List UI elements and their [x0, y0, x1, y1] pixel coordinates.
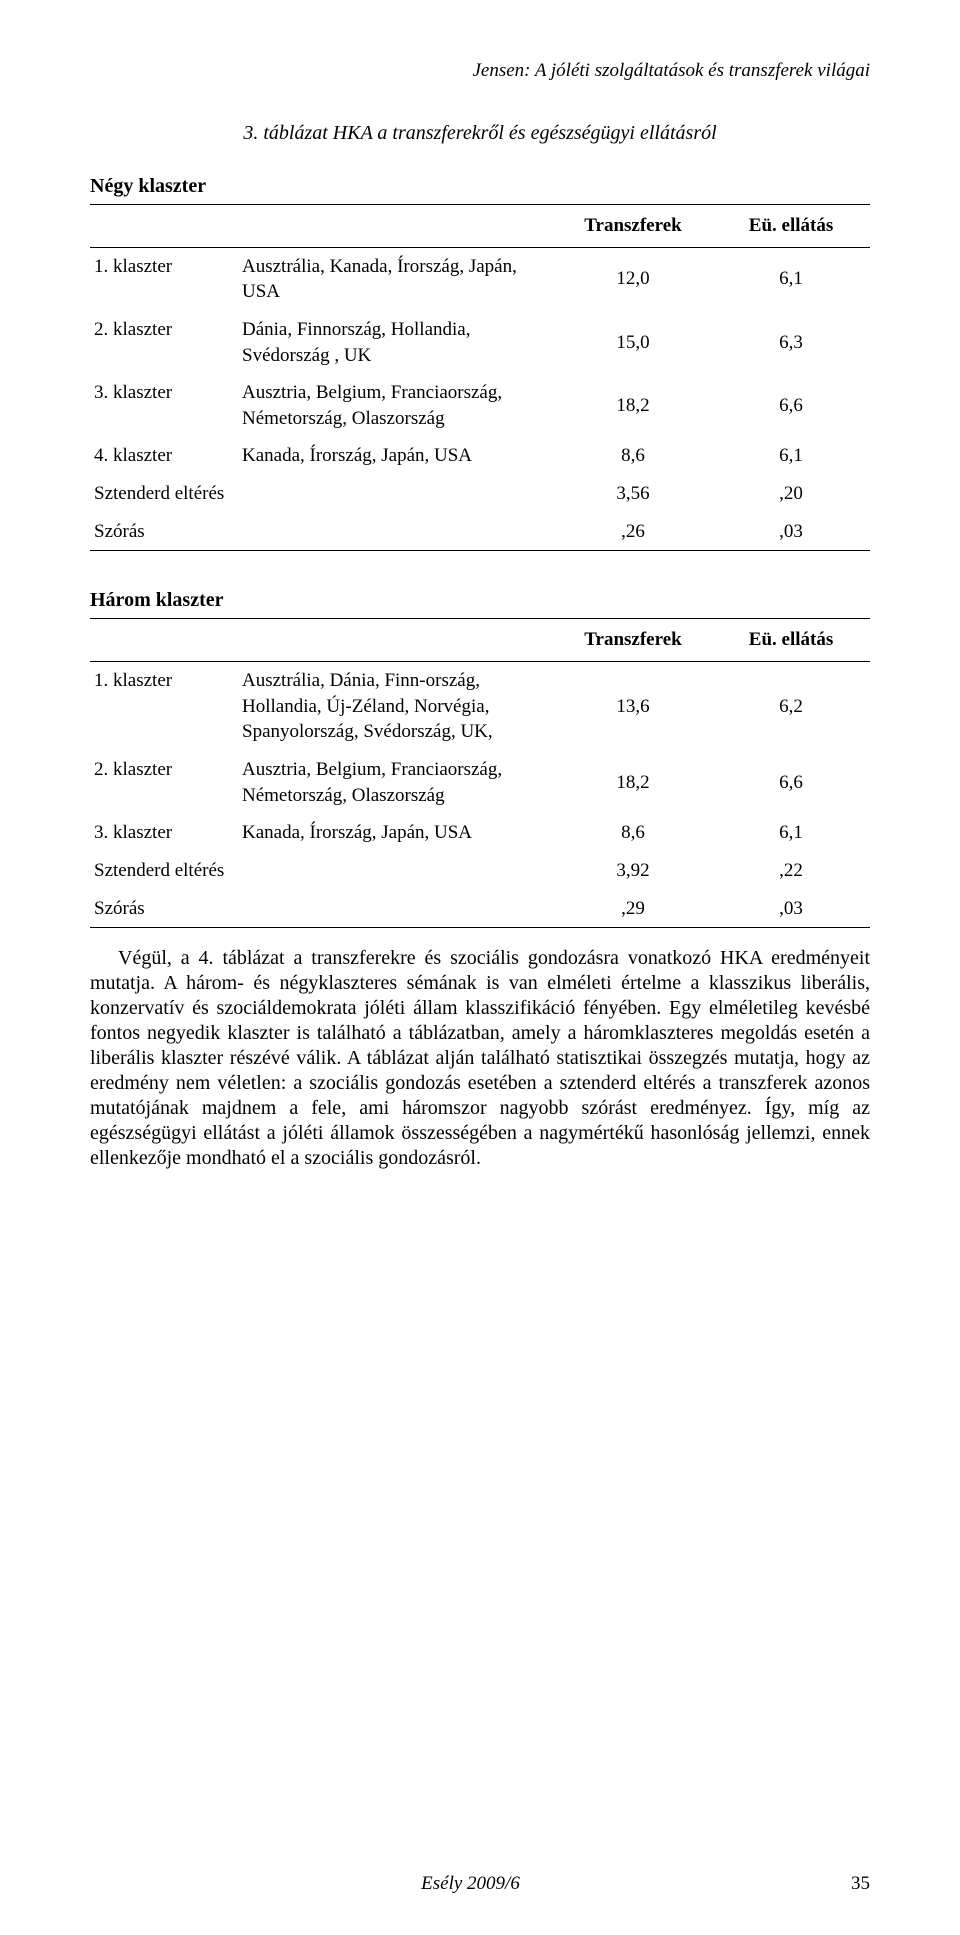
table-caption: 3. táblázat HKA a transzferekről és egés…	[90, 122, 870, 145]
table4-row5-v2: ,03	[712, 513, 870, 551]
body-paragraph: Végül, a 4. táblázat a transzferekre és …	[90, 946, 870, 1171]
table3-row3-v1: 3,92	[554, 852, 712, 890]
table3-header-ellatas: Eü. ellátás	[712, 619, 870, 662]
table3-row2-v1: 8,6	[554, 814, 712, 852]
table3-row1-v1: 18,2	[554, 751, 712, 814]
table3-row1-desc: Ausztria, Belgium, Franciaország, Németo…	[238, 751, 554, 814]
table4-row3-v1: 8,6	[554, 437, 712, 475]
table4-row0-v2: 6,1	[712, 247, 870, 311]
table4-header-ellatas: Eü. ellátás	[712, 205, 870, 248]
table3: Transzferek Eü. ellátás 1. klaszter Ausz…	[90, 618, 870, 928]
table3-header-blank2	[238, 619, 554, 662]
table4-row2-label: 3. klaszter	[90, 374, 238, 437]
table3-row0-v1: 13,6	[554, 662, 712, 751]
table4-row3-desc: Kanada, Írország, Japán, USA	[238, 437, 554, 475]
running-header: Jensen: A jóléti szolgáltatások és trans…	[90, 60, 870, 82]
footer-page-number: 35	[851, 1873, 870, 1895]
table4: Transzferek Eü. ellátás 1. klaszter Ausz…	[90, 204, 870, 551]
table3-row1-label: 2. klaszter	[90, 751, 238, 814]
table4-row2-v1: 18,2	[554, 374, 712, 437]
table4-row1-desc: Dánia, Finnország, Hollandia, Svédország…	[238, 311, 554, 374]
table3-row0-v2: 6,2	[712, 662, 870, 751]
footer-center: Esély 2009/6	[421, 1873, 520, 1895]
table4-row3-v2: 6,1	[712, 437, 870, 475]
table3-row0-label: 1. klaszter	[90, 662, 238, 751]
table4-row2-v2: 6,6	[712, 374, 870, 437]
table3-row2-v2: 6,1	[712, 814, 870, 852]
table3-row1-v2: 6,6	[712, 751, 870, 814]
table3-title: Három klaszter	[90, 589, 870, 612]
table4-row0-v1: 12,0	[554, 247, 712, 311]
table4-row1-v2: 6,3	[712, 311, 870, 374]
table3-row2-desc: Kanada, Írország, Japán, USA	[238, 814, 554, 852]
table3-row4-v2: ,03	[712, 890, 870, 928]
table4-row4-v1: 3,56	[554, 475, 712, 513]
table4-title: Négy klaszter	[90, 175, 870, 198]
table4-row5-label: Szórás	[90, 513, 554, 551]
table3-row3-v2: ,22	[712, 852, 870, 890]
table4-row0-desc: Ausztrália, Kanada, Írország, Japán, USA	[238, 247, 554, 311]
table3-header-blank1	[90, 619, 238, 662]
table4-row5-v1: ,26	[554, 513, 712, 551]
table4-row3-label: 4. klaszter	[90, 437, 238, 475]
table4-row4-label: Sztenderd eltérés	[90, 475, 554, 513]
table3-row0-desc: Ausztrália, Dánia, Finn-ország, Hollandi…	[238, 662, 554, 751]
table4-row4-v2: ,20	[712, 475, 870, 513]
table4-header-blank1	[90, 205, 238, 248]
table4-row1-v1: 15,0	[554, 311, 712, 374]
table3-row4-label: Szórás	[90, 890, 554, 928]
table3-row2-label: 3. klaszter	[90, 814, 238, 852]
table3-row3-label: Sztenderd eltérés	[90, 852, 554, 890]
table4-row0-label: 1. klaszter	[90, 247, 238, 311]
table4-header-transzferek: Transzferek	[554, 205, 712, 248]
page: Jensen: A jóléti szolgáltatások és trans…	[0, 0, 960, 1935]
table4-row1-label: 2. klaszter	[90, 311, 238, 374]
table4-header-blank2	[238, 205, 554, 248]
footer: Esély 2009/6 35	[90, 1873, 870, 1895]
table4-row2-desc: Ausztria, Belgium, Franciaország, Németo…	[238, 374, 554, 437]
table3-header-transzferek: Transzferek	[554, 619, 712, 662]
table3-row4-v1: ,29	[554, 890, 712, 928]
